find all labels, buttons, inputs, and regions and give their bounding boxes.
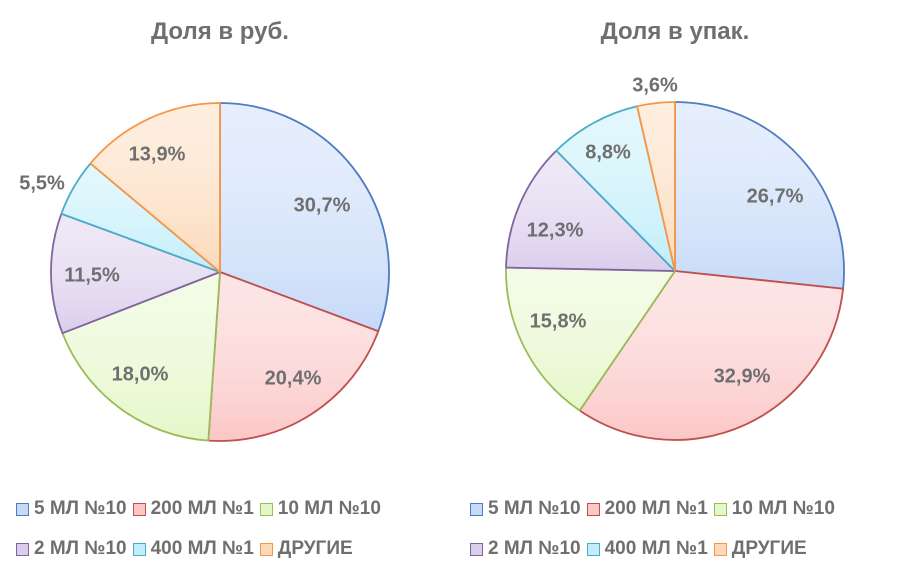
legend-item-2ml: 2 МЛ №10 bbox=[470, 538, 581, 560]
legend-swatch bbox=[713, 502, 727, 516]
pie-slice-shade-left-10ml bbox=[61, 271, 221, 442]
legend-right: 5 МЛ №10 200 МЛ №1 10 МЛ №10 2 МЛ №10 40… bbox=[470, 498, 900, 578]
pie-slice-shade-left-5ml bbox=[219, 102, 390, 333]
pie-slice-shade-right-10ml bbox=[505, 266, 676, 412]
pie-slice-shade-left-2ml bbox=[50, 212, 221, 335]
chart-title-right: Доля в упак. bbox=[600, 18, 750, 45]
legend-swatch bbox=[713, 542, 727, 556]
legend-label: 5 МЛ №10 bbox=[34, 498, 127, 519]
legend-swatch bbox=[132, 502, 146, 516]
legend-label: ДРУГИЕ bbox=[731, 538, 807, 559]
legend-swatch bbox=[16, 542, 29, 556]
legend-label: 10 МЛ №10 bbox=[277, 498, 381, 519]
legend-swatch bbox=[259, 502, 273, 516]
pie-slice-shade-right-2ml bbox=[505, 149, 676, 272]
data-label-left-400ml: 5,5% bbox=[19, 172, 65, 194]
legend-item-other: ДРУГИЕ bbox=[259, 538, 353, 560]
legend-swatch bbox=[16, 502, 29, 516]
pie-slice-shade-left-other bbox=[89, 102, 221, 273]
pie-slice-shade-right-other bbox=[636, 101, 676, 272]
legend-label: 10 МЛ №10 bbox=[731, 498, 835, 519]
data-label-right-other: 3,6% bbox=[632, 74, 678, 96]
legend-label: 200 МЛ №1 bbox=[604, 498, 708, 519]
legend-swatch bbox=[586, 502, 600, 516]
data-label-left-5ml: 30,7% bbox=[294, 194, 351, 216]
legend-swatch bbox=[132, 542, 146, 556]
legend-label: 200 МЛ №1 bbox=[150, 498, 254, 519]
data-label-left-other: 13,9% bbox=[129, 143, 186, 165]
legend-swatch bbox=[470, 542, 483, 556]
legend-label: 5 МЛ №10 bbox=[488, 498, 581, 519]
legend-swatch bbox=[259, 542, 273, 556]
legend-item-400ml: 400 МЛ №1 bbox=[132, 538, 254, 560]
pie-slice-shade-right-400ml bbox=[555, 105, 676, 272]
legend-item-200ml: 200 МЛ №1 bbox=[132, 498, 254, 520]
pie-charts: 30,7% 20,4% 18,0% 11,5% 5,5% 13,9% 26,7% 32,9% 1… bbox=[19, 74, 845, 442]
legend-label: 2 МЛ №10 bbox=[488, 538, 581, 559]
legend-label: 400 МЛ №1 bbox=[604, 538, 708, 559]
data-label-right-200ml: 32,9% bbox=[714, 365, 771, 387]
legend-swatch bbox=[470, 502, 483, 516]
data-label-left-10ml: 18,0% bbox=[112, 363, 169, 385]
data-label-left-200ml: 20,4% bbox=[265, 367, 322, 389]
data-label-right-2ml: 12,3% bbox=[527, 219, 584, 241]
chart-title-left: Доля в руб. bbox=[151, 18, 289, 45]
legend-item-other: ДРУГИЕ bbox=[713, 538, 807, 560]
legend-label: ДРУГИЕ bbox=[277, 538, 353, 559]
pie-slice-shade-right-200ml bbox=[578, 270, 844, 441]
data-label-right-400ml: 8,8% bbox=[585, 141, 631, 163]
legend-label: 400 МЛ №1 bbox=[150, 538, 254, 559]
data-label-right-10ml: 15,8% bbox=[530, 310, 587, 332]
data-label-left-2ml: 11,5% bbox=[64, 264, 120, 286]
legend-item-2ml: 2 МЛ №10 bbox=[16, 538, 127, 560]
legend-label: 2 МЛ №10 bbox=[34, 538, 127, 559]
legend-swatch bbox=[586, 542, 600, 556]
legend-item-400ml: 400 МЛ №1 bbox=[586, 538, 708, 560]
legend-item-5ml: 5 МЛ №10 bbox=[470, 498, 581, 520]
legend-item-10ml: 10 МЛ №10 bbox=[713, 498, 835, 520]
legend-left: 5 МЛ №10 200 МЛ №1 10 МЛ №10 2 МЛ №10 40… bbox=[16, 498, 456, 578]
data-label-right-5ml: 26,7% bbox=[747, 185, 804, 207]
pie-slice-shade-left-200ml bbox=[207, 271, 380, 442]
pie-slice-shade-right-5ml bbox=[674, 101, 845, 290]
legend-item-10ml: 10 МЛ №10 bbox=[259, 498, 381, 520]
legend-item-5ml: 5 МЛ №10 bbox=[16, 498, 127, 520]
legend-item-200ml: 200 МЛ №1 bbox=[586, 498, 708, 520]
